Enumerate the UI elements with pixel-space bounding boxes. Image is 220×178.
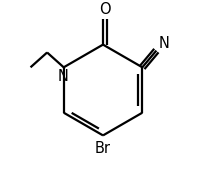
Text: O: O xyxy=(99,2,111,17)
Text: N: N xyxy=(159,36,170,51)
Text: N: N xyxy=(57,69,68,84)
Text: Br: Br xyxy=(95,141,111,156)
